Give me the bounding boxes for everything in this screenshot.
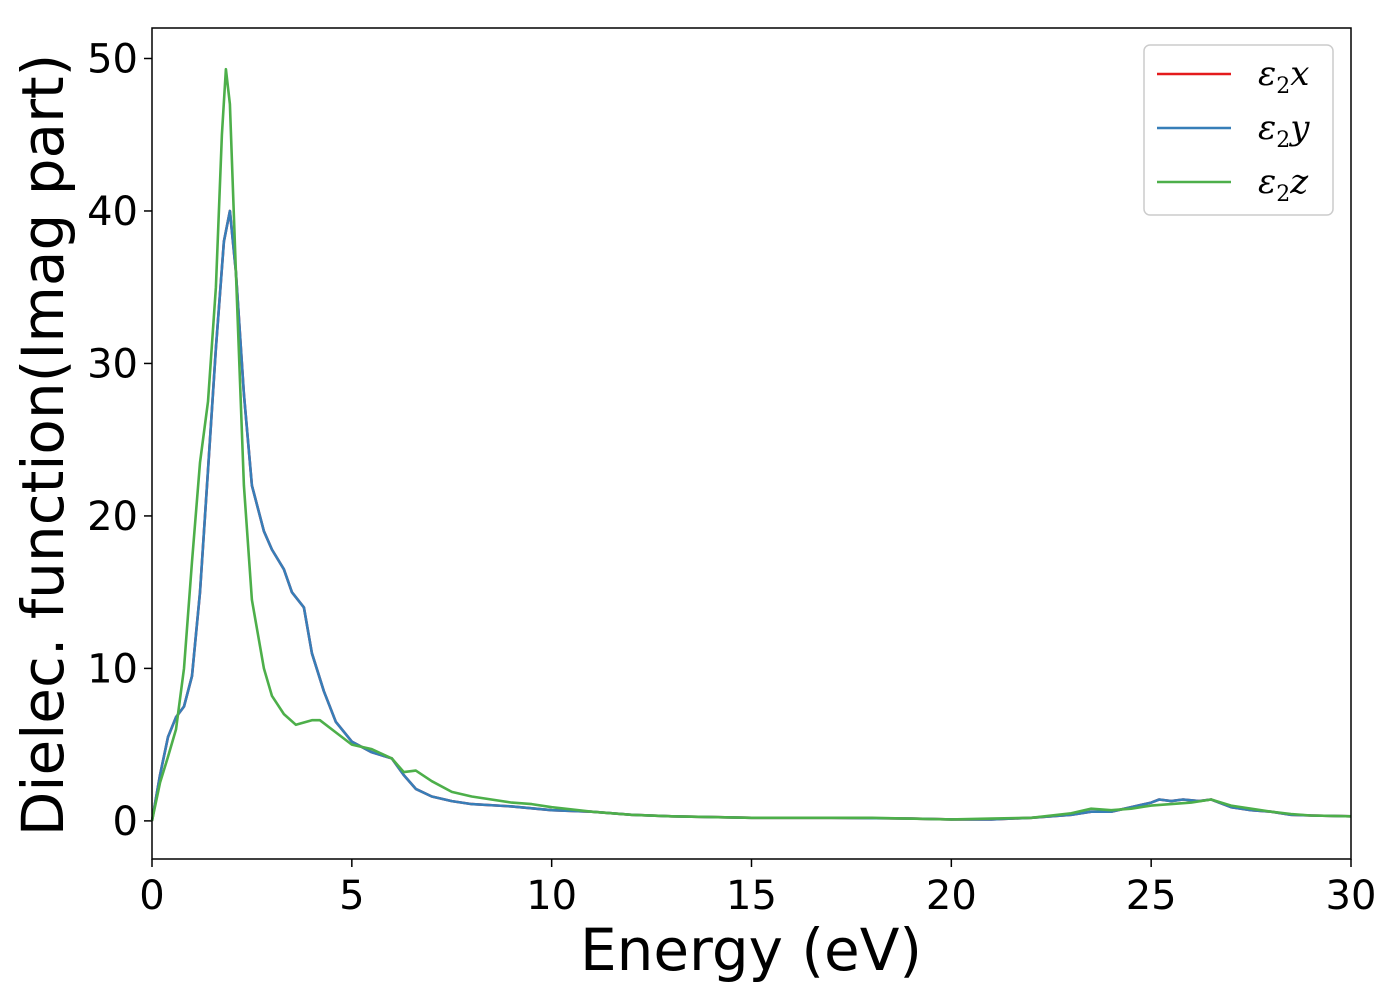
y-tick-label-3: 30 [87, 341, 138, 387]
x-tick-label-3: 15 [726, 873, 777, 919]
y-tick-label-2: 20 [87, 494, 138, 540]
series-layer [150, 67, 1352, 822]
x-tick-label-4: 20 [926, 873, 977, 919]
legend-label-y: ε2y [1258, 108, 1310, 153]
y-tick-label-1: 10 [87, 646, 138, 692]
y-tick-label-0: 0 [113, 799, 138, 845]
legend-label-z: ε2z [1258, 162, 1309, 207]
x-tick-label-5: 25 [1126, 873, 1177, 919]
legend-box [1143, 44, 1334, 216]
x-tick-label-1: 5 [339, 873, 364, 919]
axes-ticks: 0 5 10 15 20 25 30 0 10 20 30 40 50 [87, 36, 1376, 919]
legend-label-x: ε2x [1258, 54, 1309, 99]
x-tick-label-6: 30 [1326, 873, 1377, 919]
series-line-y [150, 209, 1352, 822]
x-tick-label-0: 0 [139, 873, 164, 919]
y-tick-label-4: 40 [87, 189, 138, 235]
legend: ε2x ε2y ε2z [1143, 44, 1334, 216]
y-tick-label-5: 50 [87, 36, 138, 82]
series-line-z [150, 67, 1352, 822]
x-tick-label-2: 10 [526, 873, 577, 919]
y-axis-title: Dielec. function(Imag part) [9, 54, 77, 837]
plot-frame [151, 27, 1352, 860]
x-axis-title: Energy (eV) [580, 916, 922, 984]
